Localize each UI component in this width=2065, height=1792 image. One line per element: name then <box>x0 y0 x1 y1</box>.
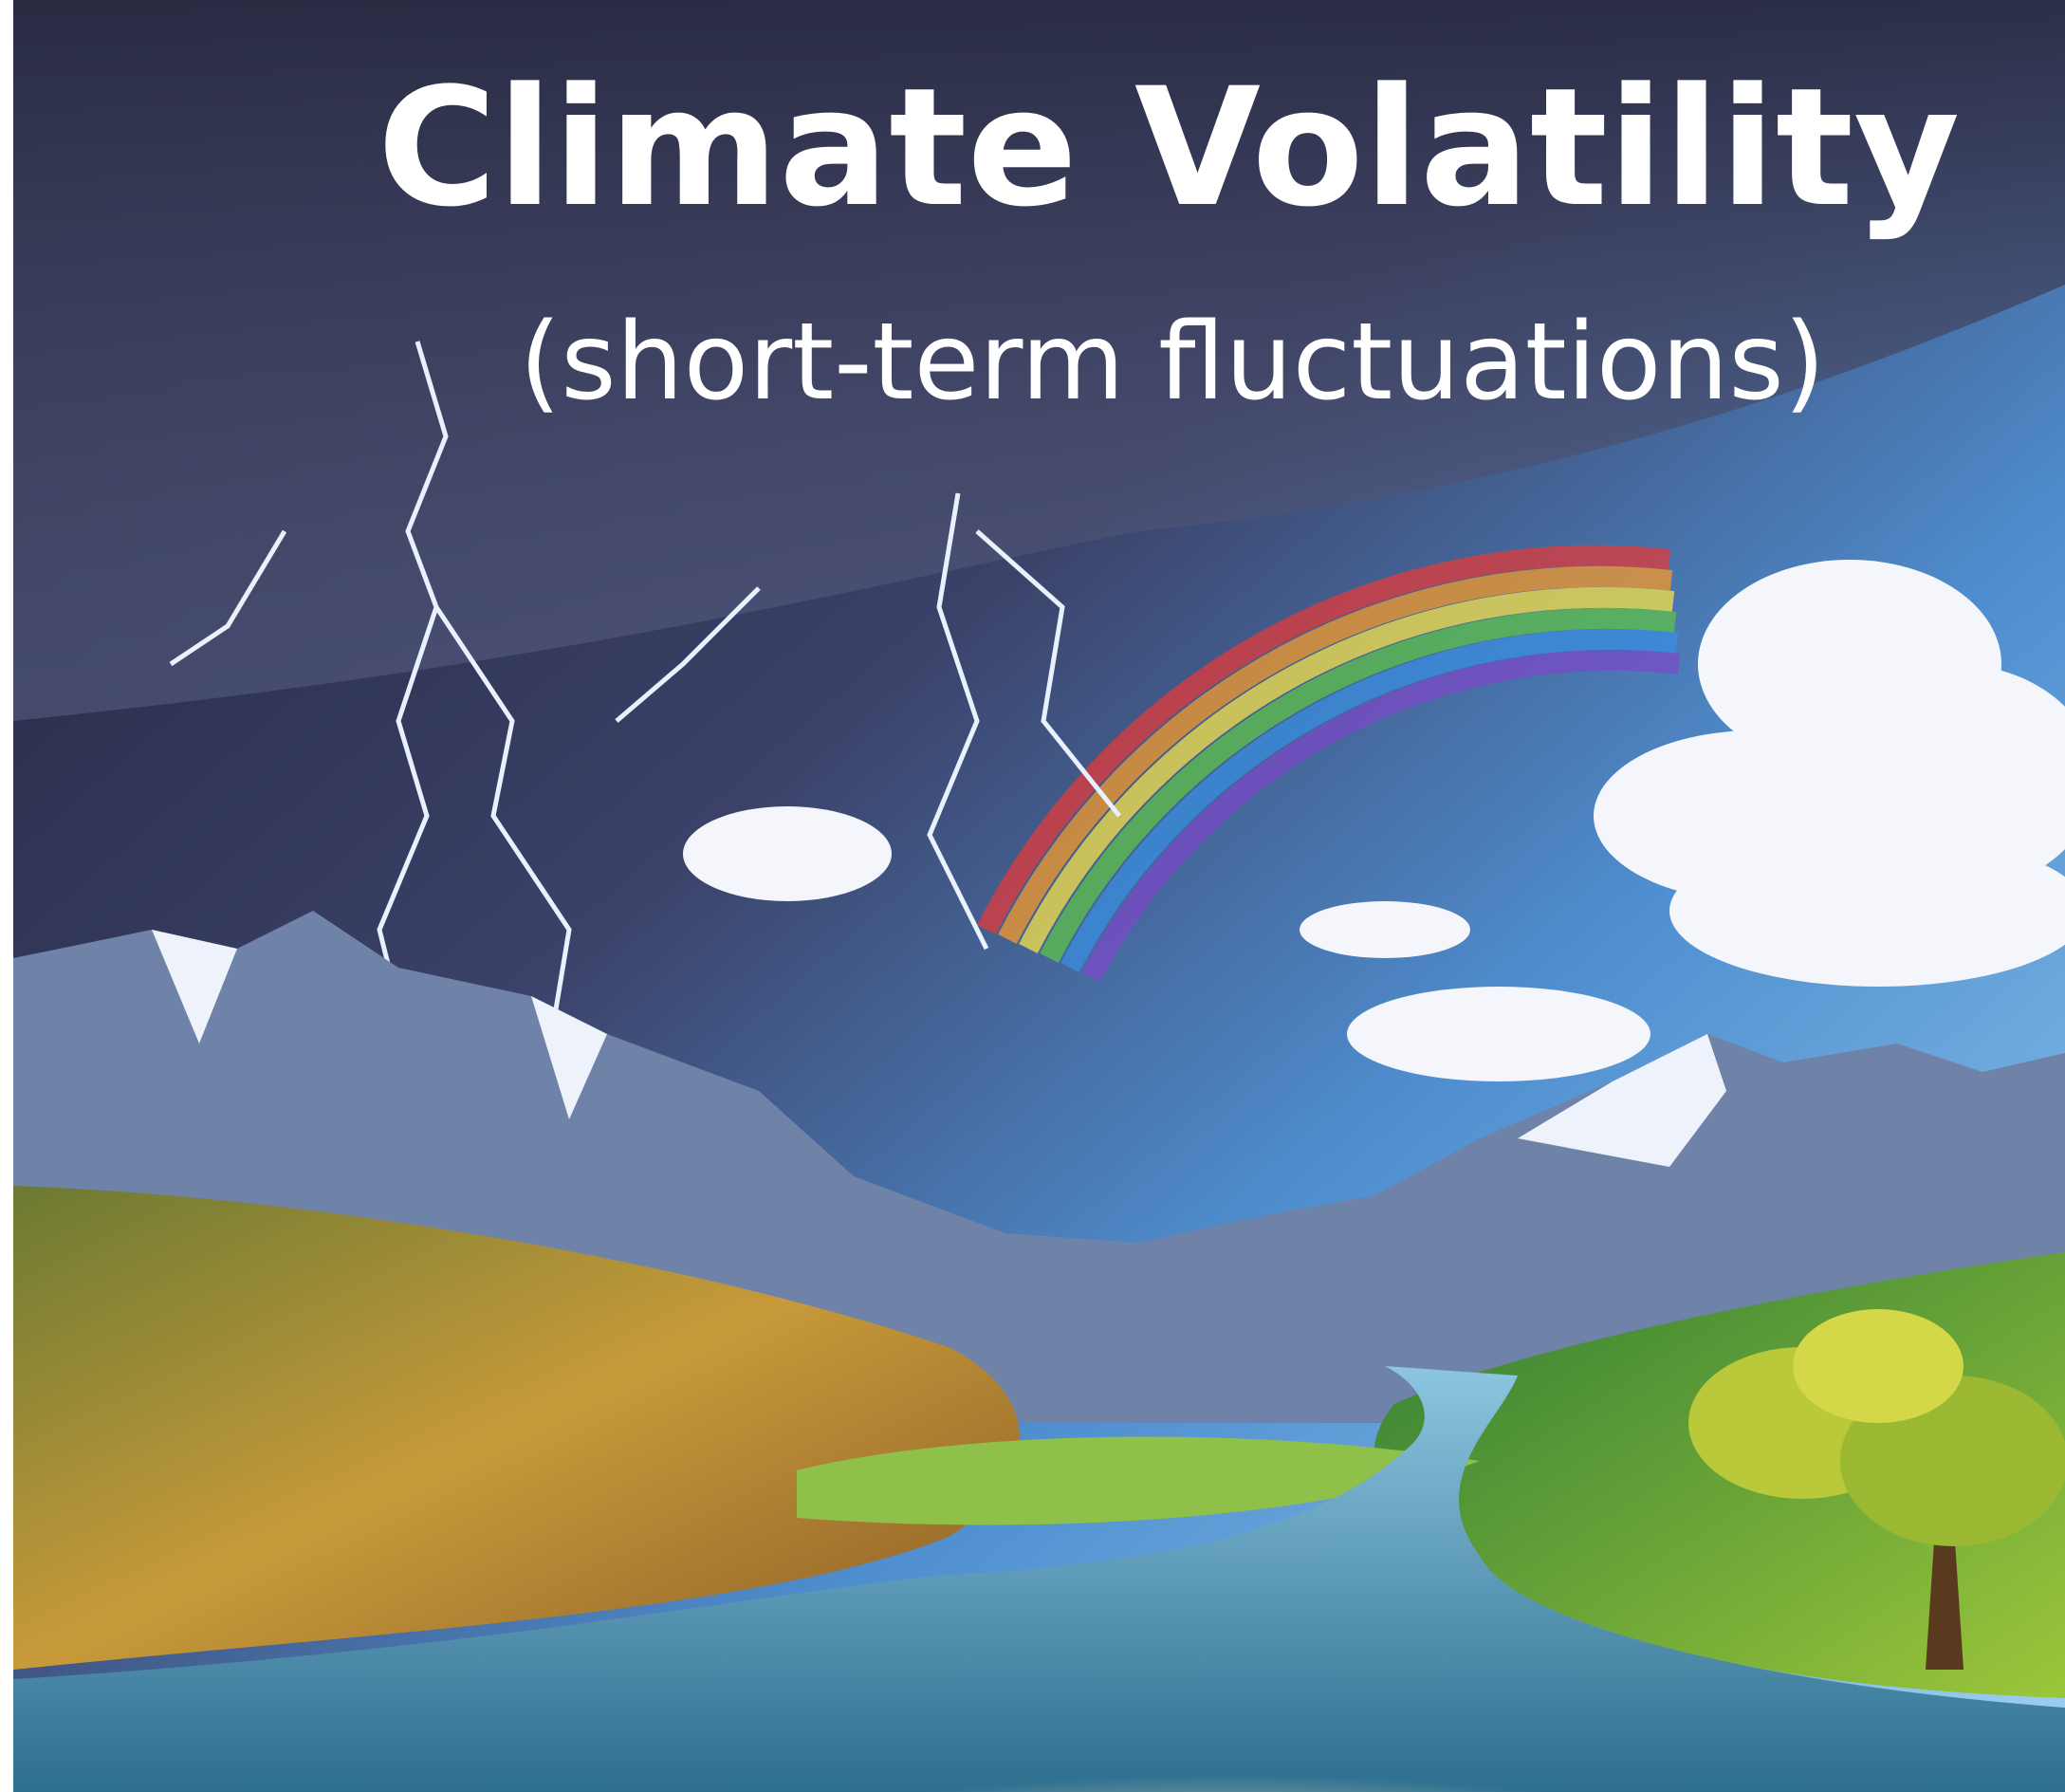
subtitle: (short-term fluctuations) <box>520 301 1826 424</box>
page: Climate Volatility (short-term fluctuati… <box>0 0 2065 1792</box>
title: Climate Volatility <box>378 52 1961 243</box>
illustration: Climate Volatility (short-term fluctuati… <box>0 0 2065 1792</box>
